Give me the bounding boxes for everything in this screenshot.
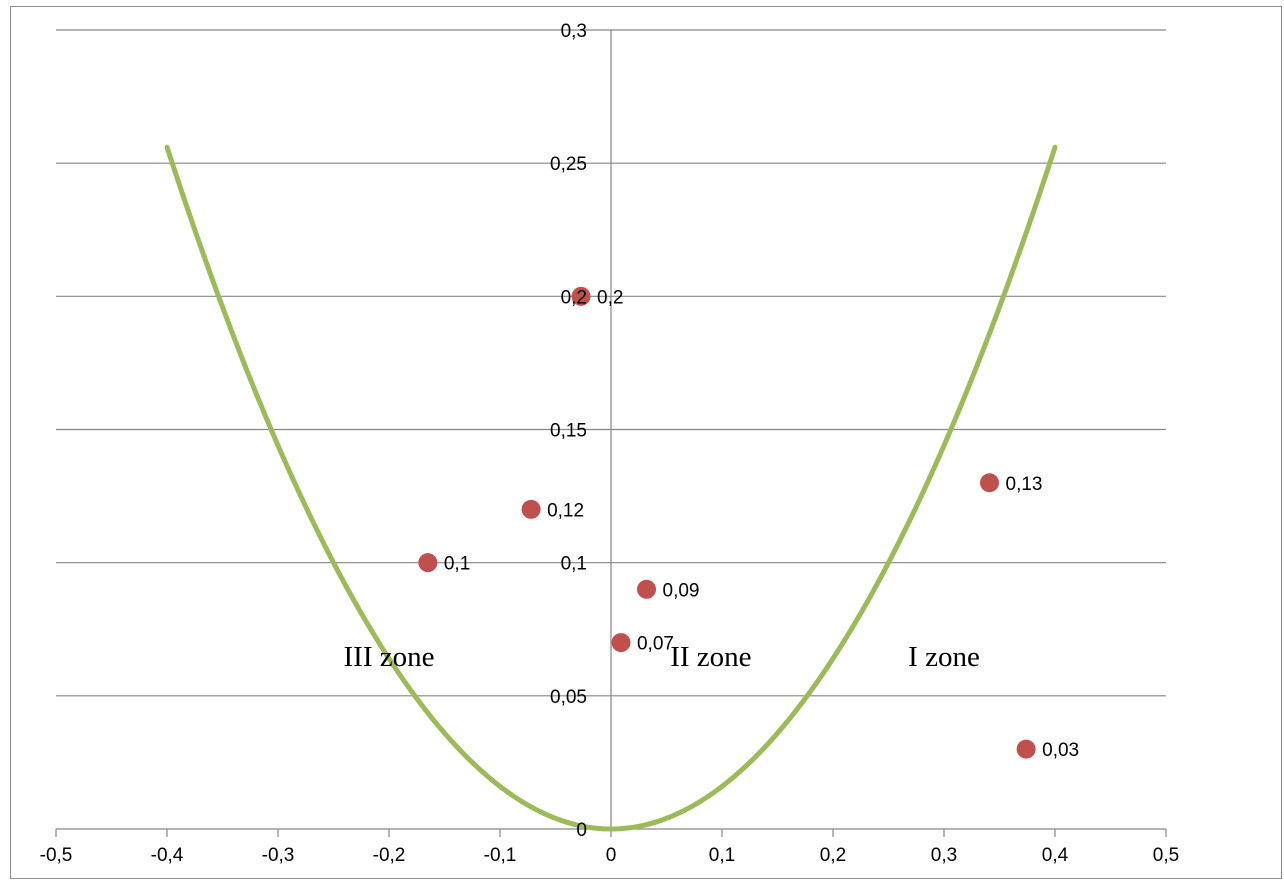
data-label: 0,09: [663, 580, 700, 601]
x-tick-label: 0,5: [1153, 845, 1179, 866]
x-tick-label: -0,1: [484, 845, 517, 866]
data-label: 0,13: [1006, 474, 1043, 495]
data-label: 0,12: [547, 500, 584, 521]
x-tick-label: -0,3: [262, 845, 295, 866]
y-tick-label: 0: [576, 820, 587, 841]
x-tick-label: 0,3: [931, 845, 957, 866]
data-label: 0,2: [597, 287, 623, 308]
x-tick-label: 0,1: [709, 845, 735, 866]
y-tick-label: 0,15: [550, 421, 587, 442]
data-point: [980, 473, 1000, 493]
x-tick-label: -0,2: [373, 845, 406, 866]
zone-label: III zone: [344, 641, 435, 673]
x-tick-label: -0,4: [151, 845, 184, 866]
zone-label: II zone: [670, 641, 751, 673]
y-tick-label: 0,2: [561, 287, 587, 308]
data-point: [571, 286, 591, 306]
chart-frame: [10, 6, 1282, 879]
data-point: [611, 633, 631, 653]
parabola-curve: [164, 144, 1058, 832]
y-tick-label: 0,1: [561, 554, 587, 575]
data-label: 0,03: [1042, 740, 1079, 761]
x-tick-label: 0,2: [820, 845, 846, 866]
data-label: 0,07: [637, 634, 674, 655]
data-point: [418, 553, 438, 573]
x-tick-label: -0,5: [40, 845, 73, 866]
data-point: [521, 499, 541, 519]
data-point: [637, 579, 657, 599]
tick-labels: 0 0,05 0,1 0,15 0,2 0,25 0,3 -0,5 -0,4 -0,3 -0,2 -0…: [40, 21, 1180, 866]
y-tick-label: 0,05: [550, 687, 587, 708]
points-layer: 0,2 0,13 0,12 0,1 0,09 0,07 0,03: [418, 286, 1079, 761]
y-tick-label: 0,3: [561, 21, 587, 42]
zone-annotations: III zone II zone I zone: [344, 641, 980, 673]
x-tick-label: 0,4: [1042, 845, 1069, 866]
data-label: 0,1: [444, 554, 470, 575]
y-tick-label: 0,25: [550, 154, 587, 175]
x-tick-label: 0: [606, 845, 617, 866]
axes: [55, 30, 1167, 837]
data-point: [1016, 739, 1036, 759]
zone-label: I zone: [908, 641, 980, 673]
curve-layer: [164, 144, 1058, 832]
